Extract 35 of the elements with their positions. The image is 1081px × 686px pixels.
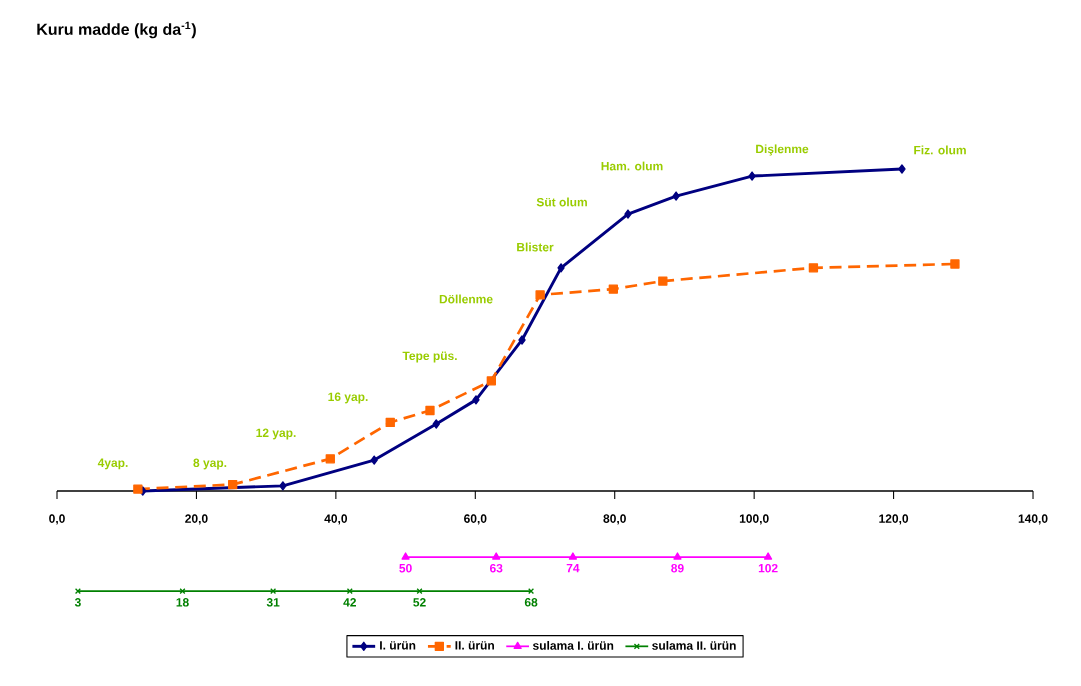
chart-title: Kuru madde (kg da$^{-1}$)	[37, 21, 196, 39]
annotation: 18	[176, 598, 189, 607]
annotation: 16 yap.	[328, 392, 368, 404]
annotation: 12 yap.	[256, 428, 296, 440]
annotation: Süt olum	[536, 197, 587, 207]
legend-label: I. ürün	[380, 641, 416, 650]
annotation: 50	[399, 563, 412, 573]
x-tick-label: 80,0	[603, 514, 626, 525]
x-tick-label: 20,0	[185, 514, 208, 525]
annotation: Ham. olum	[601, 161, 663, 171]
annotation: 74	[566, 563, 580, 573]
annotation: 8 yap.	[193, 458, 227, 470]
text: Fiz. olum	[914, 145, 966, 155]
annotation: 63	[489, 563, 503, 573]
x-tick-label: 100,0	[739, 514, 769, 525]
annotation: 4yap.	[97, 458, 128, 470]
x-tick-label: 40,0	[324, 514, 348, 525]
x-tick-label: 140,0	[1018, 514, 1048, 525]
annotation: Döllenme	[439, 294, 493, 304]
annotation: 42	[343, 598, 356, 607]
annotation: 31	[266, 598, 280, 607]
x-tick-label: 120,0	[879, 514, 909, 525]
annotation: 3	[74, 598, 81, 607]
text: Dişlenme	[756, 144, 809, 156]
annotation: Blister	[517, 242, 554, 252]
x-tick-label: 0,0	[49, 514, 65, 525]
legend-label: sulama I. ürün	[532, 640, 614, 650]
x-tick-label: 60,0	[464, 514, 487, 525]
annotation: Tepe püs.	[402, 351, 457, 363]
legend-label: sulama II. ürün	[652, 640, 736, 650]
legend-label: II. ürün	[455, 641, 494, 650]
annotation: 89	[671, 563, 684, 573]
annotation: 102	[758, 563, 778, 573]
annotation: 52	[413, 598, 426, 607]
annotation: 68	[524, 598, 538, 607]
